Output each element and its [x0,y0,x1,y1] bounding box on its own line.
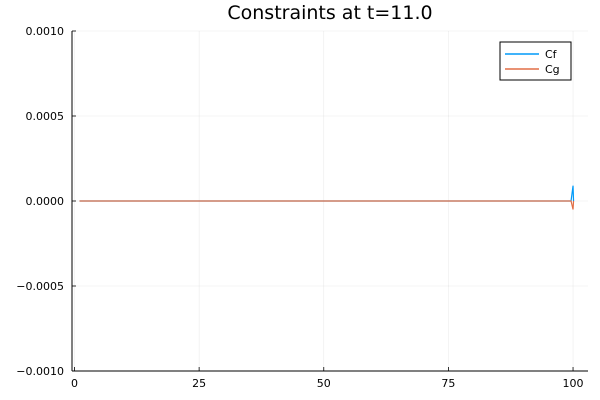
x-tick-label: 50 [317,377,331,390]
x-tick-label: 25 [192,377,206,390]
y-tick-label: −0.0010 [16,365,64,378]
legend-label-cf: Cf [545,48,558,61]
x-tick-label: 100 [563,377,584,390]
y-tick-label: 0.0005 [26,110,65,123]
legend: Cf Cg [499,41,572,81]
series-layer [79,185,575,210]
tick-labels: 0 25 50 75 100 −0.0010 −0.0005 0.0000 0.0005 0.00… [16,25,583,390]
x-tick-label: 75 [441,377,455,390]
axes [71,30,588,372]
y-tick-label: 0.0000 [26,195,65,208]
chart-title: Constraints at t=11.0 [227,2,432,24]
y-tick-label: 0.0010 [26,25,65,38]
y-tick-label: −0.0005 [16,280,64,293]
legend-box [499,41,572,81]
legend-label-cg: Cg [545,63,560,76]
series-line-cg [79,200,575,210]
x-tick-label: 0 [71,377,78,390]
